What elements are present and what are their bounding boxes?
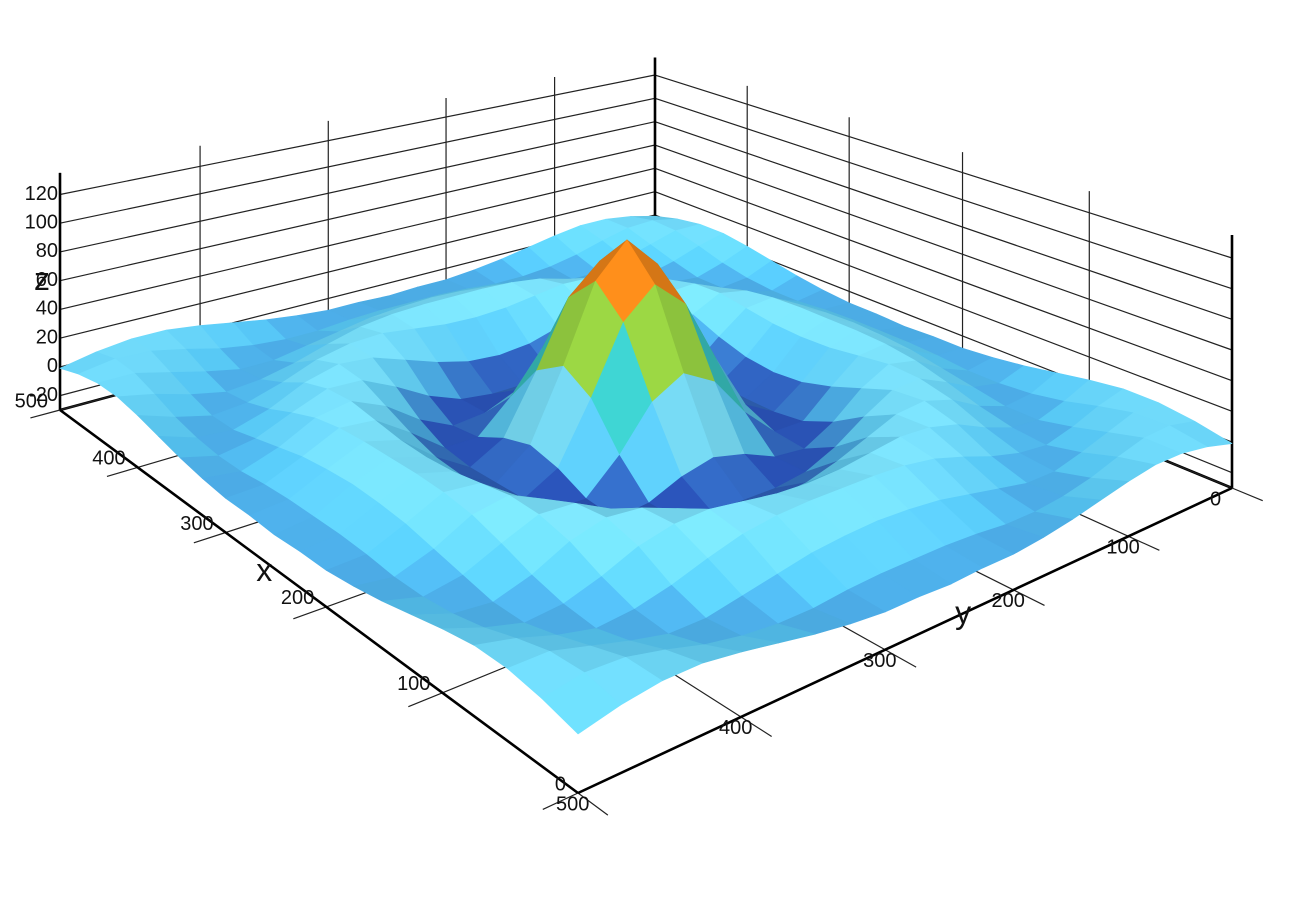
y-tick-label: 500: [556, 793, 589, 815]
y-tick-mark: [740, 716, 772, 737]
x-tick-label: 400: [92, 448, 125, 470]
y-tick-mark: [1231, 487, 1263, 502]
z-grid-line: [59, 191, 656, 339]
z-tick-label: -20: [29, 384, 58, 406]
x-tick-mark: [106, 466, 138, 478]
z-grid-line: [59, 97, 656, 224]
z-grid-line: [654, 167, 1233, 382]
z-tick-label: 120: [25, 183, 58, 205]
y-tick-label: 0: [1210, 488, 1221, 510]
x-tick-mark: [408, 692, 443, 708]
z-tick-label: 60: [36, 269, 58, 291]
z-tick-label: 40: [36, 298, 58, 320]
y-tick-mark: [884, 649, 917, 668]
x-tick-label: 100: [397, 673, 430, 695]
walls: [58, 57, 1234, 490]
z-grid-line: [654, 144, 1233, 351]
x-tick-mark: [193, 531, 226, 544]
surface-patch: [541, 672, 622, 735]
z-tick-label: 20: [36, 326, 58, 348]
x-tick-mark: [293, 606, 327, 620]
z-tick-label: 0: [47, 355, 58, 377]
z-grid-line: [59, 167, 656, 311]
surface: [59, 215, 1233, 735]
x-tick-mark: [542, 792, 579, 810]
y-axis-line: [577, 486, 1233, 795]
y-tick-label: 400: [719, 717, 752, 739]
x-tick-mark: [30, 409, 61, 419]
x-tick-label: 200: [281, 587, 314, 609]
labels: -200204060801001200100200300400500010020…: [15, 183, 1222, 816]
z-grid-line: [654, 74, 1233, 259]
z-grid-line: [59, 144, 656, 282]
x-tick-label: 500: [15, 390, 48, 412]
y-axis-title: y: [955, 594, 971, 630]
z-tick-label: 100: [25, 211, 58, 233]
axes: [30, 408, 1263, 816]
x-axis-line: [59, 408, 579, 795]
z-grid-line: [654, 121, 1233, 320]
y-tick-label: 100: [1106, 537, 1139, 559]
y-tick-mark: [1013, 589, 1045, 606]
x-tick-label: 300: [180, 513, 213, 535]
y-tick-label: 200: [991, 590, 1024, 612]
y-tick-mark: [577, 792, 609, 816]
z-tick-label: 80: [36, 240, 58, 262]
y-tick-label: 300: [863, 650, 896, 672]
z-grid-line: [654, 97, 1233, 290]
x-tick-label: 0: [555, 773, 566, 795]
z-grid-line: [654, 191, 1233, 412]
x-axis-title: x: [256, 552, 272, 588]
y-tick-mark: [1128, 535, 1160, 551]
z-axis-title: z: [34, 261, 50, 297]
z-grid-line: [59, 121, 656, 253]
z-grid-line: [59, 74, 656, 196]
